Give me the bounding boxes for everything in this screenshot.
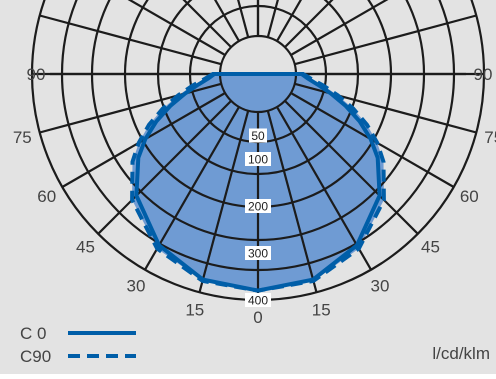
grid-spoke-165 [266,0,279,38]
radial-tick-bg-4 [245,293,271,307]
series-line-0 [134,72,382,293]
angle-label-left-45: 45 [76,238,95,257]
angle-labels: 90 75 60 45 30 15 15 30 45 60 75 90 0 [13,65,496,327]
grid-spoke--120 [127,0,226,56]
grid-spoke-150 [276,0,303,42]
grid-spoke--135 [182,0,232,48]
angle-label-right-45: 45 [421,238,440,257]
angle-label-left-15: 15 [185,301,204,320]
radial-tick-label-2: 200 [248,200,268,214]
grid-spoke--165 [237,0,250,38]
legend-label-1: C90 [20,347,51,366]
radial-tick-bg-0 [249,128,267,143]
legend-label-0: C 0 [20,324,46,343]
radial-tick-label-4: 400 [248,294,268,308]
grid-spoke--30 [144,106,240,271]
angle-label-right-30: 30 [371,276,390,295]
radial-tick-label-0: 50 [251,129,265,143]
grid-spoke--150 [213,0,240,42]
angle-label-left-90: 90 [27,65,46,84]
angle-label-right-60: 60 [460,187,479,206]
radial-tick-bg-2 [245,199,271,213]
angle-label-left-60: 60 [37,187,56,206]
angle-label-left-30: 30 [127,276,146,295]
grid-spoke-30 [276,106,372,271]
grid-spoke-15 [266,110,318,293]
grid-spoke--45 [97,100,232,235]
series-lines [130,72,386,293]
angle-label-right-75: 75 [484,128,496,147]
series-line-1 [130,72,386,293]
radial-tick-bg-1 [245,152,271,166]
angle-label-right-15: 15 [312,301,331,320]
grid-spoke-135 [284,0,334,48]
angle-label-center-0: 0 [253,308,262,327]
grid-spoke-45 [284,100,419,235]
unit-label: l/cd/klm [432,344,490,363]
grid-spoke-120 [290,0,389,56]
radial-tick-labels: 50 100 200 300 400 [245,128,271,308]
radial-tick-label-1: 100 [248,153,268,167]
radial-tick-label-3: 300 [248,247,268,261]
radial-tick-bg-3 [245,246,271,260]
grid-spoke-105 [294,14,477,66]
angle-label-left-75: 75 [13,128,32,147]
grid-spoke--105 [39,14,222,66]
angle-label-right-90: 90 [474,65,493,84]
grid-spoke--15 [198,110,250,293]
